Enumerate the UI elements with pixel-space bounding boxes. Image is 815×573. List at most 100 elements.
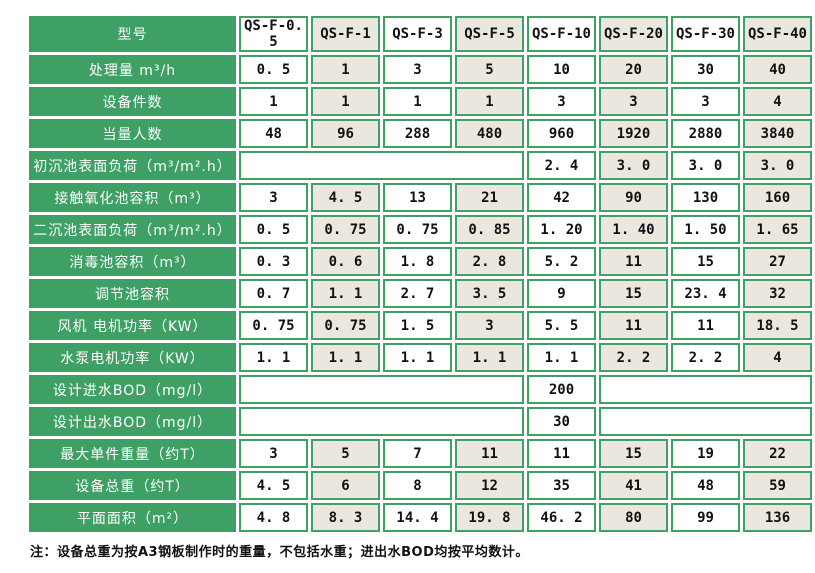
cell: 13 [383, 183, 452, 212]
cell: 22 [743, 439, 812, 468]
cell: 42 [527, 183, 596, 212]
table-row-pump-motor-power: 水泵电机功率（KW） 1. 1 1. 1 1. 1 1. 1 1. 1 2. 2… [29, 343, 812, 372]
cell: 8. 3 [311, 503, 380, 532]
cell: 0. 3 [239, 247, 308, 276]
cell: 1. 1 [239, 343, 308, 372]
cell: 6 [311, 471, 380, 500]
cell: 1. 8 [383, 247, 452, 276]
cell: 3 [455, 311, 524, 340]
cell: 11 [527, 439, 596, 468]
table-row-unit-count: 设备件数 1 1 1 1 3 3 3 4 [29, 87, 812, 116]
cell: 1 [383, 87, 452, 116]
cell: 2. 7 [383, 279, 452, 308]
empty-cell [599, 375, 812, 404]
cell: 0. 6 [311, 247, 380, 276]
table-row-inlet-bod: 设计进水BOD（mg/l） 200 [29, 375, 812, 404]
cell: 18. 5 [743, 311, 812, 340]
empty-cell [239, 375, 524, 404]
table-row-oxidation-tank-volume: 接触氧化池容积（m³） 3 4. 5 13 21 42 90 130 160 [29, 183, 812, 212]
cell: 1. 1 [527, 343, 596, 372]
cell: 30 [671, 55, 740, 84]
cell: 1 [455, 87, 524, 116]
table-row-regulating-tank-volume: 调节池容积 0. 7 1. 1 2. 7 3. 5 9 15 23. 4 32 [29, 279, 812, 308]
cell: 0. 75 [311, 311, 380, 340]
cell: 11 [599, 247, 668, 276]
row-label: 当量人数 [29, 119, 236, 148]
cell: 3. 0 [671, 151, 740, 180]
cell: 960 [527, 119, 596, 148]
row-label: 设备件数 [29, 87, 236, 116]
model-header: QS-F-10 [527, 16, 596, 52]
cell: 15 [599, 279, 668, 308]
row-label: 风机 电机功率（KW） [29, 311, 236, 340]
header-row: 型号 QS-F-0. 5 QS-F-1 QS-F-3 QS-F-5 QS-F-1… [29, 16, 812, 52]
cell: 90 [599, 183, 668, 212]
cell: 11 [599, 311, 668, 340]
cell: 1. 20 [527, 215, 596, 244]
cell: 48 [239, 119, 308, 148]
row-label: 调节池容积 [29, 279, 236, 308]
table-row-disinfection-tank-volume: 消毒池容积（m³） 0. 3 0. 6 1. 8 2. 8 5. 2 11 15… [29, 247, 812, 276]
table-row-secondary-settling-load: 二沉池表面负荷（m³/m².h） 0. 5 0. 75 0. 75 0. 85 … [29, 215, 812, 244]
table-row-primary-settling-load: 初沉池表面负荷（m³/m².h） 2. 4 3. 0 3. 0 3. 0 [29, 151, 812, 180]
table-row-floor-area: 平面面积（m²） 4. 8 8. 3 14. 4 19. 8 46. 2 80 … [29, 503, 812, 532]
table-row-equivalent-people: 当量人数 48 96 288 480 960 1920 2880 3840 [29, 119, 812, 148]
table-row-capacity: 处理量 m³/h 0. 5 1 3 5 10 20 30 40 [29, 55, 812, 84]
model-header: QS-F-3 [383, 16, 452, 52]
cell: 46. 2 [527, 503, 596, 532]
row-label: 设计进水BOD（mg/l） [29, 375, 236, 404]
cell: 1. 5 [383, 311, 452, 340]
empty-cell [599, 407, 812, 436]
cell: 35 [527, 471, 596, 500]
cell: 1. 1 [383, 343, 452, 372]
cell: 1. 1 [455, 343, 524, 372]
cell: 20 [599, 55, 668, 84]
cell: 4. 8 [239, 503, 308, 532]
cell: 30 [527, 407, 596, 436]
cell: 5 [455, 55, 524, 84]
cell: 1 [311, 87, 380, 116]
cell: 80 [599, 503, 668, 532]
cell: 19. 8 [455, 503, 524, 532]
cell: 3 [239, 439, 308, 468]
cell: 12 [455, 471, 524, 500]
cell: 1. 50 [671, 215, 740, 244]
cell: 19 [671, 439, 740, 468]
cell: 3 [527, 87, 596, 116]
cell: 5 [311, 439, 380, 468]
spec-table: 型号 QS-F-0. 5 QS-F-1 QS-F-3 QS-F-5 QS-F-1… [26, 13, 815, 535]
model-header: QS-F-30 [671, 16, 740, 52]
cell: 99 [671, 503, 740, 532]
cell: 0. 5 [239, 215, 308, 244]
table-row-max-single-weight: 最大单件重量（约T） 3 5 7 11 11 15 19 22 [29, 439, 812, 468]
cell: 7 [383, 439, 452, 468]
model-header: QS-F-5 [455, 16, 524, 52]
row-label: 设备总重（约T） [29, 471, 236, 500]
row-label: 初沉池表面负荷（m³/m².h） [29, 151, 236, 180]
cell: 41 [599, 471, 668, 500]
cell: 21 [455, 183, 524, 212]
cell: 1. 1 [311, 343, 380, 372]
row-label: 设计出水BOD（mg/l） [29, 407, 236, 436]
cell: 288 [383, 119, 452, 148]
cell: 23. 4 [671, 279, 740, 308]
cell: 14. 4 [383, 503, 452, 532]
cell: 3 [599, 87, 668, 116]
cell: 4 [743, 87, 812, 116]
cell: 15 [599, 439, 668, 468]
row-label: 消毒池容积（m³） [29, 247, 236, 276]
cell: 136 [743, 503, 812, 532]
row-label: 水泵电机功率（KW） [29, 343, 236, 372]
cell: 0. 75 [311, 215, 380, 244]
cell: 2880 [671, 119, 740, 148]
cell: 3. 0 [743, 151, 812, 180]
cell: 8 [383, 471, 452, 500]
row-label: 处理量 m³/h [29, 55, 236, 84]
cell: 2. 4 [527, 151, 596, 180]
row-label: 平面面积（m²） [29, 503, 236, 532]
model-header: QS-F-40 [743, 16, 812, 52]
cell: 3 [239, 183, 308, 212]
cell: 59 [743, 471, 812, 500]
row-label: 二沉池表面负荷（m³/m².h） [29, 215, 236, 244]
cell: 40 [743, 55, 812, 84]
